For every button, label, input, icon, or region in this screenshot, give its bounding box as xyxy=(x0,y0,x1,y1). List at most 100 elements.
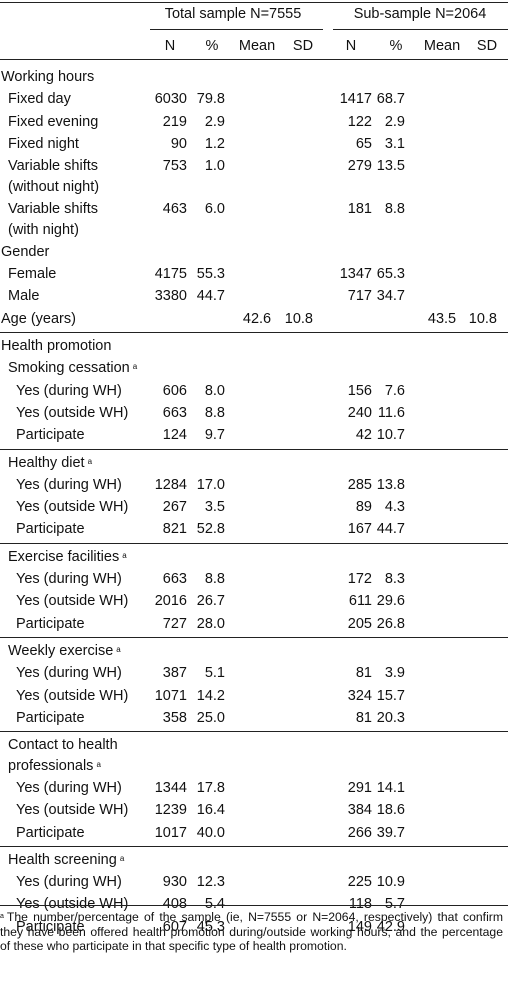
row-label: Yes (outside WH) xyxy=(16,687,129,704)
table-cell: 611 xyxy=(348,593,372,610)
table-cell: 606 xyxy=(162,382,187,399)
table-cell: 8.8 xyxy=(204,404,225,421)
table-cell: 821 xyxy=(162,521,187,538)
table-cell: 43.5 xyxy=(427,310,457,327)
row-group-rule xyxy=(0,845,508,847)
table-cell: 89 xyxy=(355,499,372,516)
row-label-continued: professionals a xyxy=(8,757,101,774)
table-cell: 42.6 xyxy=(242,310,272,327)
table-cell: 663 xyxy=(162,404,187,421)
table-cell: 291 xyxy=(347,779,372,796)
table-cell: 5.4 xyxy=(204,896,225,913)
row-label: Fixed night xyxy=(8,135,79,152)
table-cell: 267 xyxy=(162,499,187,516)
table-cell: 14.2 xyxy=(196,687,225,704)
table-cell: 10.9 xyxy=(376,874,405,891)
table-cell: 55.3 xyxy=(196,266,225,283)
table-cell: 10.7 xyxy=(376,427,405,444)
row-group-rule xyxy=(0,636,508,638)
row-label: Yes (outside WH) xyxy=(16,896,129,913)
table-cell: 408 xyxy=(162,896,187,913)
table-cell: 753 xyxy=(162,158,187,175)
table-cell: 387 xyxy=(162,665,187,682)
row-group-rule xyxy=(0,332,508,333)
table-cell: 44.7 xyxy=(376,521,405,538)
table-cell: 26.8 xyxy=(376,615,405,632)
row-label: Participate xyxy=(16,709,85,726)
table-cell: 3380 xyxy=(154,288,187,305)
footnote-ref: a xyxy=(96,759,101,769)
row-label: Age (years) xyxy=(1,310,76,327)
table-bottom-rule xyxy=(0,905,508,906)
table-cell: 3.9 xyxy=(384,665,405,682)
table-cell: 45.3 xyxy=(196,918,225,935)
row-label: Gender xyxy=(1,243,50,260)
footnote-ref: a xyxy=(119,853,125,863)
column-header: N xyxy=(164,38,176,54)
table-cell: 9.7 xyxy=(204,427,225,444)
table-cell: 156 xyxy=(347,382,372,399)
table-cell: 8.8 xyxy=(204,571,225,587)
column-header: N xyxy=(345,38,357,54)
table-cell: 20.3 xyxy=(376,709,405,726)
row-group-rule xyxy=(0,448,508,450)
row-label: Participate xyxy=(16,824,85,841)
row-label: Fixed day xyxy=(8,91,71,108)
row-group-rule xyxy=(0,542,508,544)
group-header-total-sample: Total sample N=7555 xyxy=(164,6,302,22)
table-cell: 14.1 xyxy=(376,779,405,796)
column-header: Mean xyxy=(423,38,461,54)
table-cell: 663 xyxy=(162,571,187,587)
table-cell: 5.1 xyxy=(204,665,225,682)
row-label: Yes (during WH) xyxy=(16,382,122,399)
table-cell: 6.0 xyxy=(204,201,225,217)
footnote-text: The number/percentage of the sample (ie,… xyxy=(0,910,503,954)
table-cell: 15.7 xyxy=(376,687,405,704)
footnote-marker: a xyxy=(0,913,4,920)
table-cell: 8.3 xyxy=(384,571,405,587)
table-cell: 279 xyxy=(347,158,372,175)
table-cell: 1284 xyxy=(154,476,187,493)
group-rule-sub-sample xyxy=(333,29,508,30)
table-cell: 17.0 xyxy=(196,476,225,493)
table-cell: 11.6 xyxy=(377,404,405,421)
table-cell: 240 xyxy=(347,404,372,421)
table-cell: 384 xyxy=(347,802,372,819)
row-label: Fixed evening xyxy=(8,113,99,130)
table-cell: 81 xyxy=(355,665,372,682)
group-rule-total-sample xyxy=(150,29,323,30)
row-label: Healthy diet a xyxy=(8,454,93,471)
row-label: Yes (outside WH) xyxy=(16,593,129,610)
row-label: Yes (during WH) xyxy=(16,665,122,682)
table-cell: 172 xyxy=(347,571,372,587)
table-cell: 285 xyxy=(347,476,372,493)
table-cell: 149 xyxy=(347,918,372,935)
table-cell: 13.8 xyxy=(376,476,405,493)
table-cell: 2016 xyxy=(154,593,187,610)
row-label: Health promotion xyxy=(1,338,112,354)
table-cell: 16.4 xyxy=(196,802,225,819)
table-footnote: a The number/percentage of the sample (ie… xyxy=(0,910,503,954)
row-label: Variable shifts xyxy=(8,158,98,175)
row-label: Male xyxy=(8,288,40,305)
table-cell: 25.0 xyxy=(196,709,225,726)
group-header-sub-sample: Sub-sample N=2064 xyxy=(353,6,487,22)
header-bottom-rule xyxy=(0,59,508,60)
table-cell: 42.9 xyxy=(376,918,405,935)
table-cell: 607 xyxy=(162,918,187,935)
column-header: Mean xyxy=(238,38,276,54)
row-label: Participate xyxy=(16,427,85,444)
table-cell: 3.5 xyxy=(204,499,225,516)
row-label: Yes (during WH) xyxy=(16,476,122,493)
table-cell: 122 xyxy=(347,113,372,130)
table-cell: 219 xyxy=(162,113,187,130)
table-cell: 29.6 xyxy=(376,593,405,610)
row-label: Yes (during WH) xyxy=(16,874,122,891)
table-cell: 17.8 xyxy=(196,779,225,796)
table-cell: 727 xyxy=(162,615,187,632)
table-cell: 167 xyxy=(347,521,372,538)
table-cell: 8.0 xyxy=(204,382,225,399)
table-cell: 81 xyxy=(355,709,372,726)
table-cell: 1.2 xyxy=(204,135,225,152)
table-cell: 1347 xyxy=(339,266,372,283)
